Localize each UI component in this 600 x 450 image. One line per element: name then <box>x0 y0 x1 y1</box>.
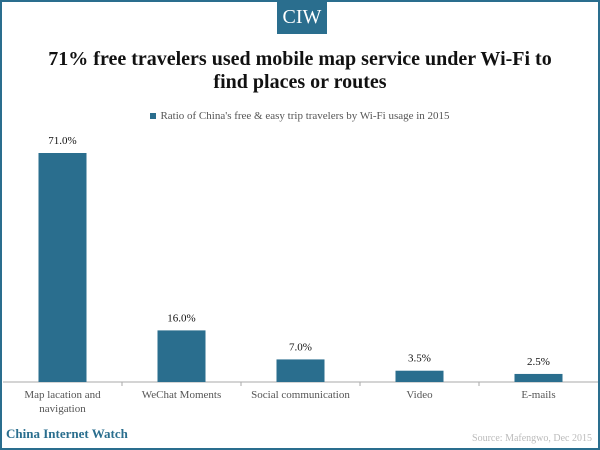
category-label: WeChat Moments <box>142 389 221 401</box>
bar <box>38 153 87 382</box>
category-label: Video <box>406 389 433 401</box>
source-note: Source: Mafengwo, Dec 2015 <box>472 433 592 444</box>
category-label: E-mails <box>521 389 555 401</box>
bar <box>514 373 563 382</box>
brand-label: China Internet Watch <box>6 426 128 441</box>
legend-swatch <box>150 113 157 119</box>
data-label: 7.0% <box>289 341 312 353</box>
legend-label: Ratio of China's free & easy trip travel… <box>160 110 450 122</box>
bar <box>276 359 325 382</box>
data-label: 2.5% <box>527 356 550 368</box>
bar <box>395 370 444 382</box>
category-label: Map lacation and navigation <box>24 389 101 415</box>
ciw-logo: CIW <box>277 2 327 34</box>
bar <box>157 330 206 382</box>
data-label: 71.0% <box>48 135 76 147</box>
chart-title: 71% free travelers used mobile map servi… <box>48 48 552 93</box>
category-label: Social communication <box>251 389 350 401</box>
data-label: 16.0% <box>167 312 195 324</box>
legend: Ratio of China's free & easy trip travel… <box>2 110 598 122</box>
data-label: 3.5% <box>408 353 431 365</box>
